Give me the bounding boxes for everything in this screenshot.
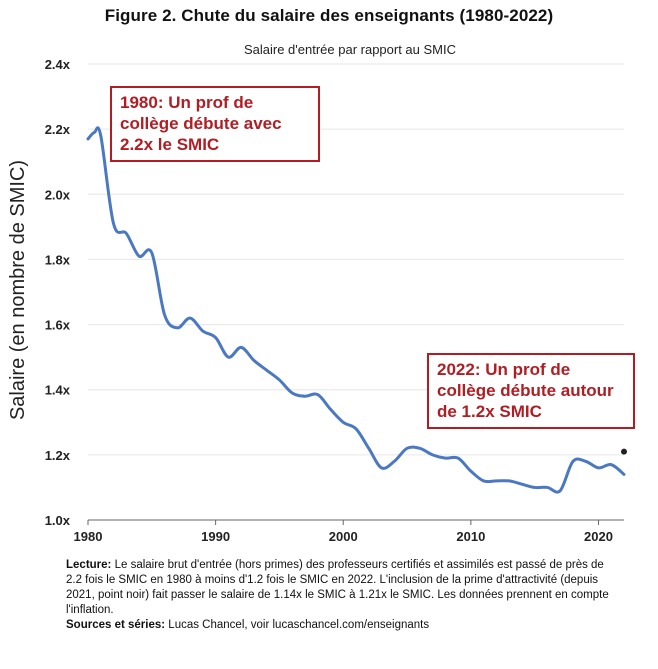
sources-text: Lucas Chancel, voir lucaschancel.com/ens… [168,619,430,631]
chart-notes: Lecture: Le salaire brut d'entrée (hors … [66,558,611,633]
sources-paragraph: Sources et séries: Lucas Chancel, voir l… [66,618,611,633]
x-tick-label: 2010 [456,529,485,544]
annotation-1980: 1980: Un prof de collège débute avec 2.2… [110,86,320,162]
chart-title: Figure 2. Chute du salaire des enseignan… [104,6,554,25]
y-tick-label: 2.0x [45,187,71,202]
series-line-salaire [86,126,626,494]
line-chart: 1.0x 1.2x 1.4x 1.6x 1.8x 2.0x 2.2x 2.4x 1980 1990… [7,57,627,544]
y-tick-label: 1.2x [45,448,71,463]
point-prime-attractivite [621,448,627,455]
y-tick-label: 1.4x [45,383,71,398]
lecture-paragraph: Lecture: Le salaire brut d'entrée (hors … [66,558,611,618]
y-axis-label: Salaire (en nombre de SMIC) [7,160,29,420]
x-tick-label: 2000 [329,529,358,544]
x-tick-label: 1990 [201,529,230,544]
lecture-text: Le salaire brut d'entrée (hors primes) d… [66,559,609,616]
x-tick-label: 2020 [584,529,613,544]
chart-subtitle: Salaire d'entrée par rapport au SMIC [243,42,457,57]
y-tick-label: 2.2x [45,122,71,137]
x-tick-label: 1980 [74,529,103,544]
annotation-2022: 2022: Un prof de collège débute autour d… [427,353,635,429]
y-tick-label: 2.4x [45,57,71,72]
sources-label: Sources et séries: [66,619,166,631]
lecture-label: Lecture: [66,559,112,571]
y-tick-label: 1.6x [45,318,71,333]
y-tick-label: 1.0x [45,513,71,528]
y-tick-label: 1.8x [45,252,71,267]
